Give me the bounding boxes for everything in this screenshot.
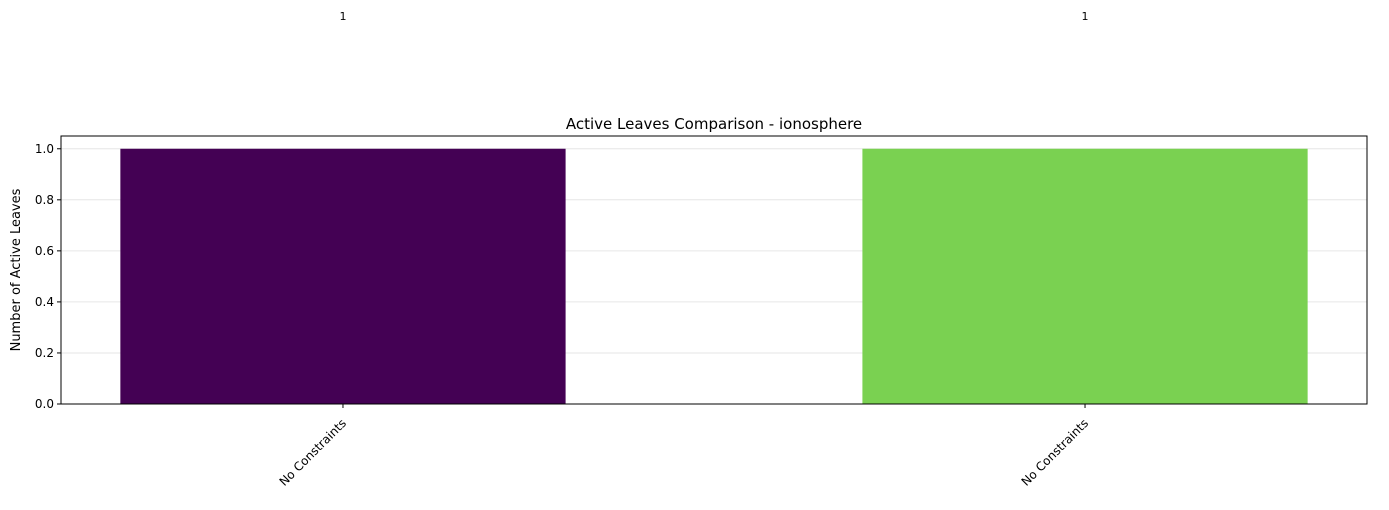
plot-frame	[60, 135, 1368, 405]
y-tick-label: 0.0	[35, 397, 54, 411]
bar-1	[120, 148, 566, 404]
y-tick-label: 0.2	[35, 346, 54, 360]
chart-title: Active Leaves Comparison - ionosphere	[566, 115, 862, 133]
y-tick-label: 0.8	[35, 193, 54, 207]
y-tick-label: 0.4	[35, 295, 54, 309]
bar-2	[862, 148, 1308, 404]
y-axis: 0.0 0.2 0.4 0.6 0.8 1.0	[35, 142, 61, 411]
bar-value-label: 1	[339, 10, 346, 23]
x-axis: No Constraints No Constraints	[277, 404, 1092, 489]
y-tick-label: 0.6	[35, 244, 54, 258]
y-tick-label: 1.0	[35, 142, 54, 156]
y-axis-title: Number of Active Leaves	[9, 188, 24, 351]
bars	[120, 148, 1308, 404]
x-tick-label: No Constraints	[277, 416, 350, 489]
bar-value-label: 1	[1082, 10, 1089, 23]
x-tick-label: No Constraints	[1019, 416, 1092, 489]
